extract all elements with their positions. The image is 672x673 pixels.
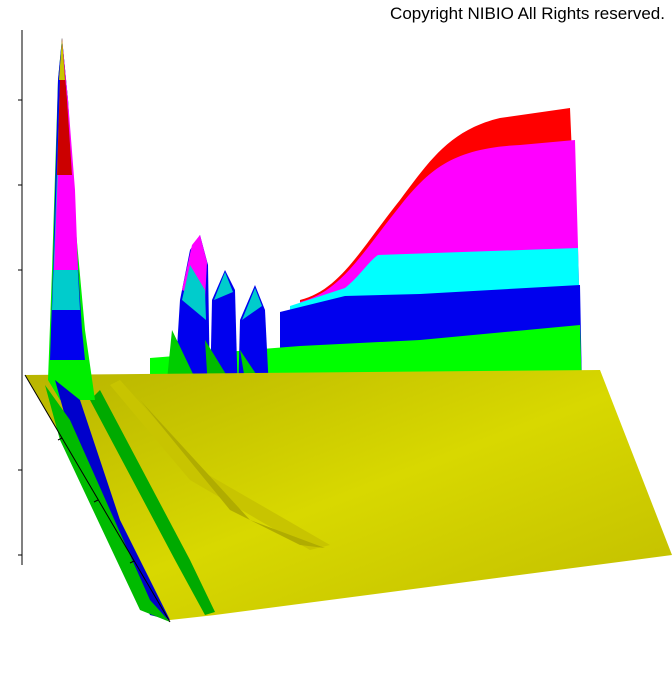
- copyright: Copyright NIBIO All Rights reserved.: [390, 4, 665, 23]
- floor-ridges: [90, 380, 330, 615]
- left-spike: [45, 38, 170, 622]
- axes: [18, 30, 171, 623]
